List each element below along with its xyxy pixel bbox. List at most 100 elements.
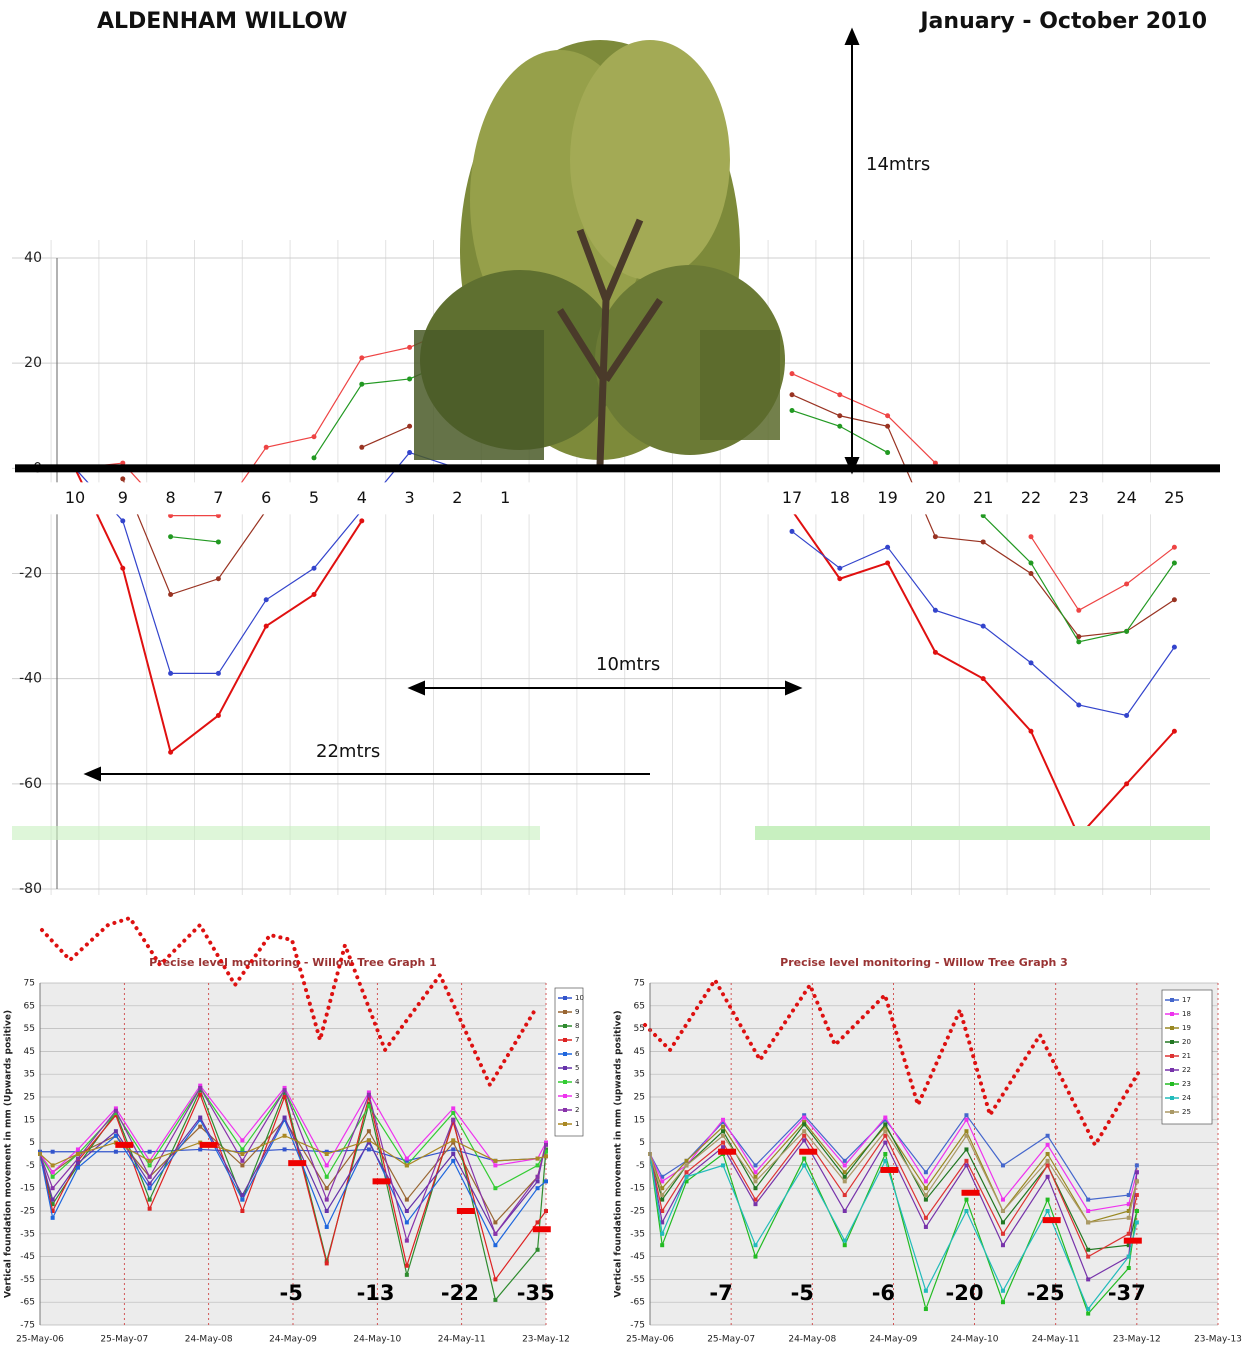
series-point <box>1086 1220 1090 1224</box>
series-point <box>721 1118 725 1122</box>
legend-swatch-point <box>563 996 567 1000</box>
station-label: 4 <box>357 488 367 507</box>
legend-swatch-point <box>1170 998 1174 1002</box>
series-point <box>1135 1163 1139 1167</box>
series-point <box>964 1129 968 1133</box>
series-point <box>924 1289 928 1293</box>
station-label: 18 <box>830 488 850 507</box>
profile-point <box>120 518 125 523</box>
y-tick-label: 35 <box>634 1070 645 1080</box>
x-tick-label: 23-May-13 <box>1194 1335 1242 1345</box>
x-tick-label: 23-May-12 <box>522 1335 570 1345</box>
series-point <box>493 1163 497 1167</box>
series-point <box>76 1157 80 1161</box>
y-tick-label: 75 <box>634 979 645 989</box>
profile-point <box>1172 645 1177 650</box>
series-point <box>240 1152 244 1156</box>
series-point <box>685 1163 689 1167</box>
average-label: -13 <box>357 1281 395 1305</box>
average-marker <box>1124 1238 1142 1244</box>
series-point <box>1001 1209 1005 1213</box>
series-point <box>148 1175 152 1179</box>
profile-point <box>168 592 173 597</box>
legend-swatch-point <box>1170 1054 1174 1058</box>
average-marker <box>115 1142 133 1148</box>
series-point <box>1046 1134 1050 1138</box>
series-point <box>405 1264 409 1268</box>
series-point <box>76 1152 80 1156</box>
profile-point <box>837 392 842 397</box>
series-point <box>964 1113 968 1117</box>
profile-point <box>1172 560 1177 565</box>
willow-tree <box>414 40 785 465</box>
legend-swatch-point <box>1170 1068 1174 1072</box>
legend-swatch-point <box>563 1066 567 1070</box>
y-tick-label: -40 <box>19 671 42 687</box>
y-tick-label: -35 <box>630 1229 645 1239</box>
series-point <box>536 1220 540 1224</box>
series-point <box>802 1129 806 1133</box>
station-label: 20 <box>925 488 945 507</box>
legend-label: 7 <box>575 1036 579 1044</box>
series-point <box>325 1198 329 1202</box>
series-point <box>405 1198 409 1202</box>
x-tick-label: 24-May-10 <box>951 1335 999 1345</box>
station-label: 8 <box>166 488 176 507</box>
series-point <box>753 1163 757 1167</box>
average-label: -37 <box>1108 1281 1146 1305</box>
series-point <box>51 1175 55 1179</box>
series-point <box>114 1129 118 1133</box>
series-point <box>1127 1266 1131 1270</box>
profile-point <box>1124 713 1129 718</box>
series-point <box>198 1125 202 1129</box>
series-point <box>1046 1143 1050 1147</box>
y-tick-label: -15 <box>630 1184 645 1194</box>
series-point <box>325 1175 329 1179</box>
distance-label: 14mtrs <box>866 154 930 175</box>
series-point <box>148 1186 152 1190</box>
y-tick-label: 45 <box>24 1047 35 1057</box>
station-label: 22 <box>1021 488 1041 507</box>
station-label: 1 <box>500 488 510 507</box>
legend-label: 23 <box>1182 1080 1191 1088</box>
series-point <box>685 1170 689 1174</box>
series-point <box>843 1209 847 1213</box>
average-marker <box>200 1142 218 1148</box>
profile-point <box>1029 571 1034 576</box>
y-tick-label: -80 <box>19 881 42 897</box>
series-point <box>802 1134 806 1138</box>
title: ALDENHAM WILLOW <box>97 9 347 34</box>
series-point <box>843 1179 847 1183</box>
series-point <box>1001 1198 1005 1202</box>
average-marker <box>718 1149 736 1155</box>
graph-1: -75-65-55-45-35-25-15-551525354555657525… <box>4 918 584 1345</box>
series-point <box>367 1104 371 1108</box>
profile-point <box>264 445 269 450</box>
series-point <box>51 1150 55 1154</box>
series-point <box>405 1157 409 1161</box>
series-point <box>493 1220 497 1224</box>
series-point <box>843 1243 847 1247</box>
series-point <box>883 1159 887 1163</box>
series-point <box>843 1159 847 1163</box>
average-label: -6 <box>872 1281 895 1305</box>
legend-label: 10 <box>575 994 584 1002</box>
profile-point <box>837 424 842 429</box>
series-point <box>493 1277 497 1281</box>
profile-point <box>312 566 317 571</box>
series-point <box>685 1159 689 1163</box>
legend-swatch-point <box>1170 1096 1174 1100</box>
profile-point <box>1076 639 1081 644</box>
series-point <box>843 1193 847 1197</box>
x-tick-label: 24-May-10 <box>353 1335 401 1345</box>
series-point <box>148 1150 152 1154</box>
profile-point <box>264 597 269 602</box>
average-label: -7 <box>709 1281 732 1305</box>
series-point <box>753 1175 757 1179</box>
profile-point <box>981 539 986 544</box>
legend-label: 19 <box>1182 1024 1191 1032</box>
legend-label: 5 <box>575 1064 579 1072</box>
legend-swatch-point <box>563 1038 567 1042</box>
series-point <box>536 1163 540 1167</box>
station-label: 19 <box>877 488 897 507</box>
